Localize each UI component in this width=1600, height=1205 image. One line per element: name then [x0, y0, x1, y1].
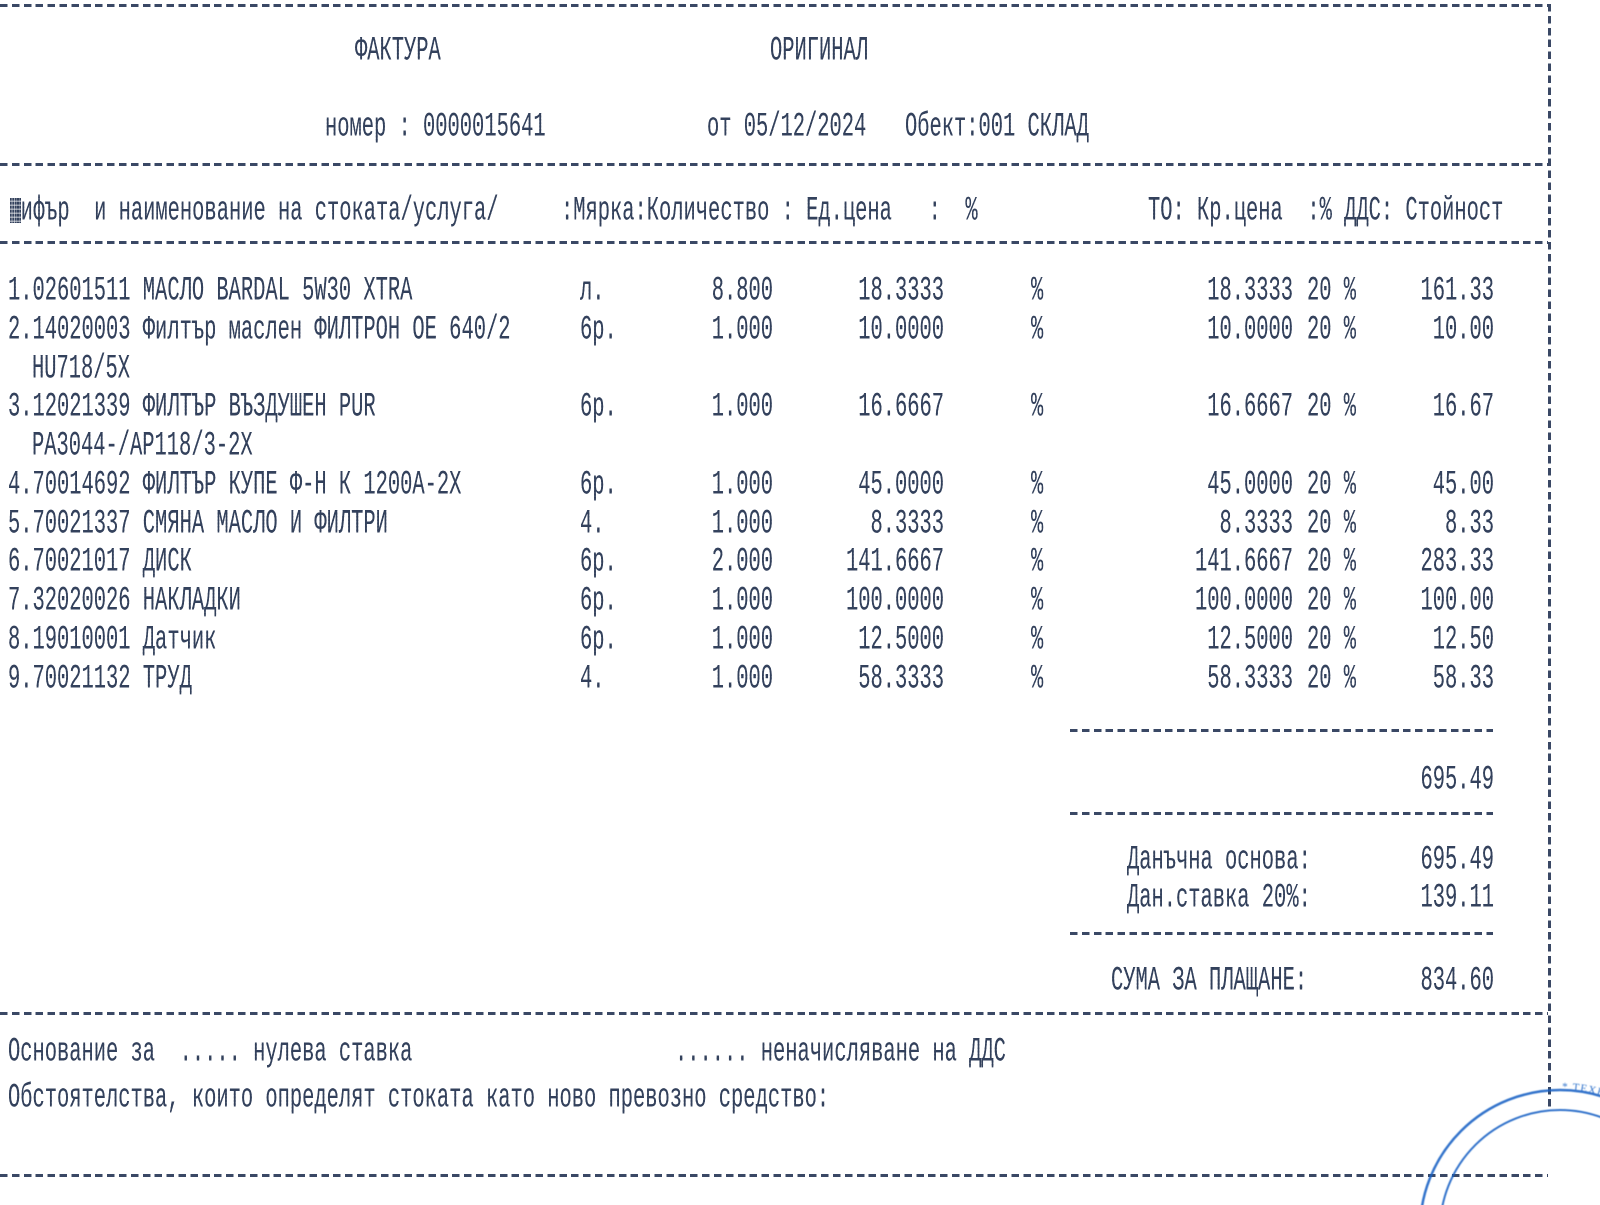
svg-text:* ТЕХНОСЕРВИЗ КОМЕРС *: * ТЕХНОСЕРВИЗ КОМЕРС *: [1562, 1081, 1600, 1175]
